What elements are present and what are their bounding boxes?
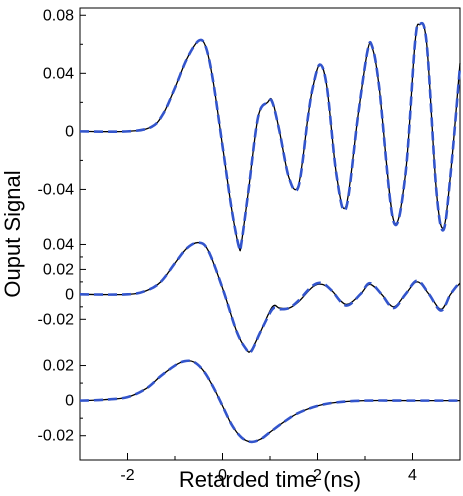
x-tick-label: 2 — [313, 467, 322, 484]
x-axis: -2 0 2 4 — [79, 453, 461, 484]
y-tick-label: -0.02 — [38, 428, 75, 445]
y-tick-label: 0.04 — [43, 65, 74, 82]
x-tick-label: -2 — [120, 467, 134, 484]
y-axis-label: Ouput Signal — [0, 170, 25, 297]
chart-panels: 0.08 0.04 0 -0.04 0.04 0.02 0 -0.02 0.02 0 -0.02 — [38, 7, 462, 445]
panel-middle: 0.04 0.02 0 -0.02 — [38, 236, 462, 355]
x-tick-label: 0 — [218, 467, 227, 484]
series-line-solid — [79, 23, 461, 252]
y-tick-label: 0 — [65, 123, 74, 140]
series-line-solid — [79, 360, 460, 443]
y-tick-label: 0.02 — [43, 358, 74, 375]
series-line-dashed — [79, 359, 460, 444]
y-tick-label: 0 — [65, 393, 74, 410]
y-tick-label: 0 — [65, 286, 74, 303]
series-line-dashed — [79, 21, 462, 253]
series-line-dashed — [79, 241, 462, 355]
panel-bottom: 0.02 0 -0.02 — [38, 358, 460, 445]
y-tick-label: 0.04 — [43, 236, 74, 253]
y-tick-label: 0.08 — [43, 7, 74, 24]
x-tick-label: 4 — [408, 467, 417, 484]
y-tick-label: -0.04 — [38, 181, 75, 198]
y-tick-label: -0.02 — [38, 311, 75, 328]
x-axis-label: Retarded time (ns) — [179, 467, 361, 492]
panel-top: 0.08 0.04 0 -0.04 — [38, 7, 462, 253]
y-tick-label: 0.02 — [43, 261, 74, 278]
